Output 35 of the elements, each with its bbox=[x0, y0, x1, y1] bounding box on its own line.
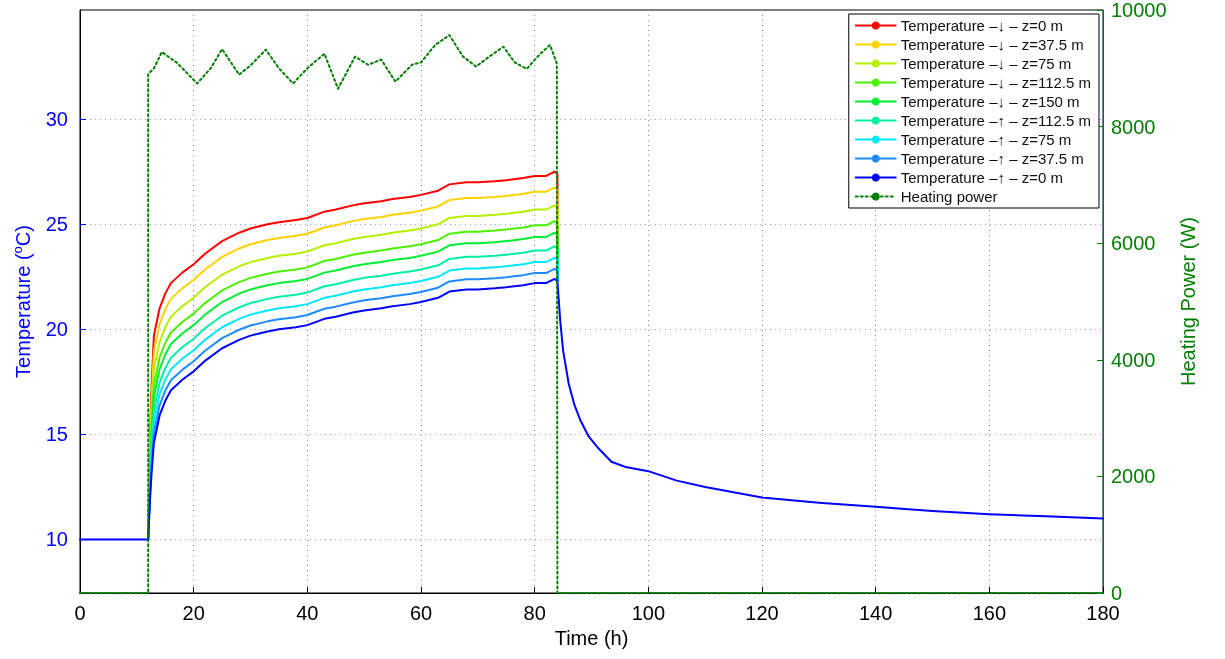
y2-tick-label: 4000 bbox=[1111, 348, 1156, 371]
legend-label: Temperature –↑ – z=37.5 m bbox=[900, 150, 1084, 167]
x-tick-label: 180 bbox=[1086, 602, 1120, 624]
y2-tick-label: 8000 bbox=[1111, 115, 1156, 138]
y-tick-label: 25 bbox=[45, 213, 68, 236]
y2-tick-label: 2000 bbox=[1111, 465, 1156, 488]
legend-label: Temperature –↓ – z=0 m bbox=[900, 17, 1063, 34]
y-tick-label: 30 bbox=[45, 108, 68, 131]
line-series bbox=[79, 277, 1104, 541]
y2-tick-label: 10000 bbox=[1111, 0, 1167, 21]
y2-tick-label: 6000 bbox=[1111, 232, 1156, 255]
y2-tick-label: 0 bbox=[1111, 582, 1123, 604]
legend-label: Heating power bbox=[900, 188, 998, 205]
x-tick-label: 80 bbox=[523, 602, 546, 624]
y-axis-title: Temperature (oC) bbox=[10, 225, 34, 378]
legend-label: Temperature –↓ – z=37.5 m bbox=[900, 36, 1084, 53]
x-tick-label: 120 bbox=[745, 602, 779, 624]
x-tick-label: 100 bbox=[631, 602, 666, 624]
x-tick-label: 40 bbox=[296, 602, 319, 624]
y2-axis-title: Heating Power (W) bbox=[1176, 217, 1199, 386]
y-tick-label: 10 bbox=[45, 528, 68, 551]
x-tick-label: 160 bbox=[972, 602, 1007, 624]
legend-label: Temperature –↓ – z=112.5 m bbox=[900, 74, 1092, 91]
legend-label: Temperature –↑ – z=0 m bbox=[900, 169, 1063, 186]
x-tick-label: 20 bbox=[182, 602, 205, 624]
x-axis-title: Time (h) bbox=[554, 626, 629, 649]
legend-label: Temperature –↑ – z=112.5 m bbox=[900, 112, 1092, 129]
x-tick-label: 0 bbox=[74, 602, 86, 624]
y-tick-label: 20 bbox=[45, 318, 68, 341]
legend-label: Temperature –↓ – z=150 m bbox=[900, 93, 1080, 110]
legend-label: Temperature –↑ – z=75 m bbox=[900, 131, 1072, 148]
x-tick-label: 60 bbox=[409, 602, 433, 624]
x-tick-label: 140 bbox=[858, 602, 893, 624]
y-tick-label: 15 bbox=[45, 423, 68, 446]
legend-label: Temperature –↓ – z=75 m bbox=[900, 55, 1072, 72]
